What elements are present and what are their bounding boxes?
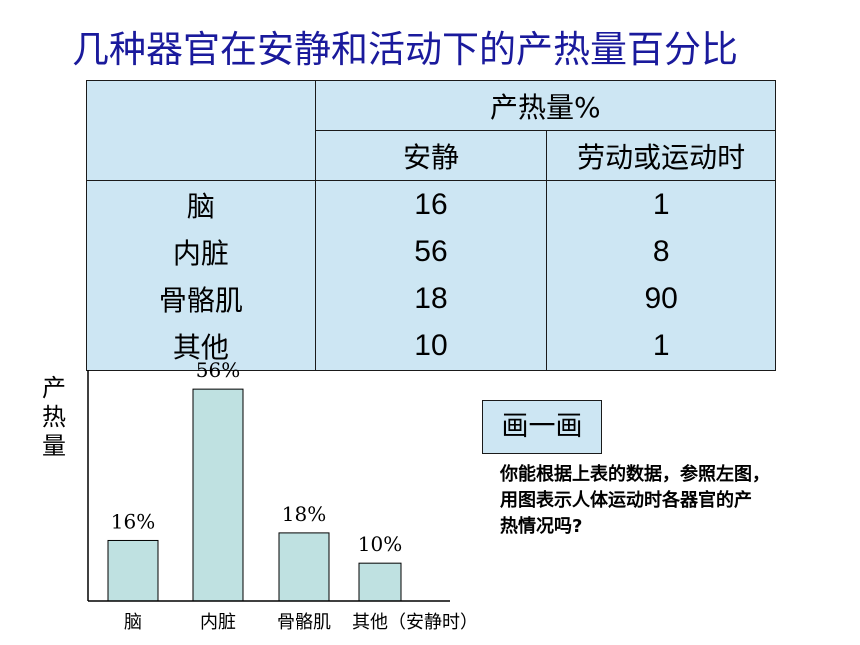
row-label: 骨骼肌 [86, 274, 316, 323]
ylabel-char: 产 [42, 374, 66, 402]
bar-value-label: 18% [282, 502, 326, 526]
bar-0 [107, 539, 159, 602]
bar-value-label: 10% [358, 532, 402, 556]
bar-value-label: 56% [196, 358, 240, 382]
instruction-line: 热情况吗? [500, 516, 583, 537]
bar-1 [192, 388, 244, 602]
row-label: 脑 [86, 180, 316, 229]
bar-value-label: 16% [111, 509, 155, 533]
exercise-value: 90 [546, 274, 776, 323]
col-header-exercise: 劳动或运动时 [546, 130, 776, 181]
row-label: 内脏 [86, 228, 316, 275]
exercise-value: 8 [546, 228, 776, 275]
ylabel-char: 热 [42, 403, 66, 431]
table-row: 内脏 56 8 [86, 228, 776, 275]
bar-3 [358, 562, 402, 602]
draw-prompt-box: 画一画 [482, 400, 602, 454]
rest-value: 10 [314, 322, 548, 371]
instruction-text: 你能根据上表的数据，参照左图， 用图表示人体运动时各器官的产 热情况吗? [500, 462, 845, 540]
col-header-rest: 安静 [314, 130, 548, 181]
rest-value: 16 [314, 180, 548, 229]
chart-ylabel: 产 热 量 [40, 374, 68, 461]
page-title: 几种器官在安静和活动下的产热量百分比 [72, 28, 738, 71]
table-row: 其他 10 1 [86, 322, 776, 371]
bar-2 [278, 532, 330, 602]
category-label: 内脏 [200, 612, 236, 633]
category-label: 其他（安静时） [352, 612, 478, 633]
ylabel-char: 量 [42, 432, 66, 460]
table-row: 骨骼肌 18 90 [86, 274, 776, 323]
rest-value: 56 [314, 228, 548, 275]
rest-value: 18 [314, 274, 548, 323]
heat-production-table: 产热量% 安静 劳动或运动时 脑 16 1 内脏 56 8 骨骼肌 18 90 … [86, 80, 777, 371]
table-corner-cell [86, 80, 316, 181]
exercise-value: 1 [546, 180, 776, 229]
category-label: 骨骼肌 [277, 612, 331, 633]
table-row: 脑 16 1 [86, 180, 776, 229]
exercise-value: 1 [546, 322, 776, 371]
instruction-line: 用图表示人体运动时各器官的产 [500, 490, 752, 511]
row-label: 其他 [86, 322, 316, 371]
category-label: 脑 [124, 612, 142, 633]
instruction-line: 你能根据上表的数据，参照左图， [500, 464, 770, 485]
